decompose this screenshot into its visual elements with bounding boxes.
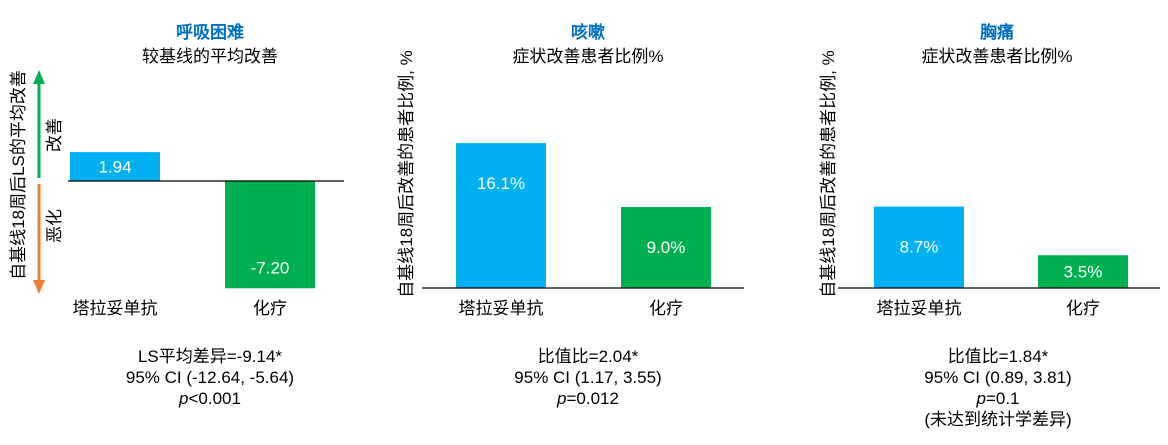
data-label-2: 9.0% bbox=[647, 238, 686, 257]
stats-p: p<0.001 bbox=[40, 388, 380, 409]
data-label-2: -7.20 bbox=[251, 258, 290, 277]
y-axis-label: 自基线18周后改善的患者比例, % bbox=[819, 50, 838, 297]
category-label-2: 化疗 bbox=[253, 299, 287, 318]
stats-cough: 比值比=2.04* 95% CI (1.17, 3.55) p=0.012 bbox=[418, 346, 758, 409]
chart-title: 胸痛 bbox=[980, 22, 1014, 42]
p-value: <0.001 bbox=[188, 389, 241, 408]
category-label-2: 化疗 bbox=[649, 299, 683, 318]
improve-label: 改善 bbox=[45, 118, 64, 152]
stats-line1: LS平均差异=-9.14* bbox=[137, 347, 283, 366]
bar-2 bbox=[621, 207, 711, 288]
data-label-2: 3.5% bbox=[1064, 263, 1103, 282]
category-label-2: 化疗 bbox=[1066, 299, 1100, 318]
worsen-arrow-head bbox=[33, 280, 45, 294]
worsen-label: 恶化 bbox=[45, 209, 64, 243]
p-value: =0.1 bbox=[985, 389, 1020, 408]
stats-ci: 95% CI (-12.64, -5.64) bbox=[125, 368, 295, 387]
data-label-1: 8.7% bbox=[900, 238, 939, 257]
category-label-1: 塔拉妥单抗 bbox=[73, 299, 158, 318]
data-label-1: 1.94 bbox=[98, 158, 131, 177]
stats-ci: 95% CI (1.17, 3.55) bbox=[514, 368, 662, 387]
p-value: =0.012 bbox=[566, 389, 619, 408]
bar-2 bbox=[1038, 255, 1128, 288]
bar-1 bbox=[874, 206, 964, 288]
data-label-1: 16.1% bbox=[477, 174, 525, 193]
stats-line1: 比值比=1.84* bbox=[947, 347, 1049, 366]
stats-ci: 95% CI (0.89, 3.81) bbox=[924, 368, 1072, 387]
chart-title: 呼吸困难 bbox=[176, 22, 244, 42]
category-label-1: 塔拉妥单抗 bbox=[877, 299, 962, 318]
chart-subtitle: 症状改善患者比例% bbox=[921, 47, 1072, 66]
y-axis-label: 自基线18周后改善的患者比例, % bbox=[397, 50, 416, 297]
stats-dyspnea: LS平均差异=-9.14* 95% CI (-12.64, -5.64) p<0… bbox=[40, 346, 380, 409]
stats-p: p=0.1 bbox=[828, 388, 1168, 409]
p-symbol: p bbox=[557, 389, 567, 408]
p-symbol: p bbox=[179, 389, 189, 408]
bar-1 bbox=[456, 143, 546, 288]
p-symbol: p bbox=[976, 389, 986, 408]
bar-1 bbox=[70, 152, 160, 181]
stats-line1: 比值比=2.04* bbox=[537, 347, 639, 366]
chart-subtitle: 症状改善患者比例% bbox=[512, 47, 663, 66]
stats-note: (未达到统计学差异) bbox=[924, 410, 1072, 429]
bar-2 bbox=[225, 181, 315, 289]
improve-arrow-head bbox=[33, 70, 45, 84]
category-label-1: 塔拉妥单抗 bbox=[459, 299, 544, 318]
y-axis-label: 自基线18周后LS的平均改善 bbox=[9, 70, 28, 280]
chart-subtitle: 较基线的平均改善 bbox=[142, 47, 278, 66]
stats-p: p=0.012 bbox=[418, 388, 758, 409]
chart-title: 咳嗽 bbox=[571, 22, 605, 42]
stats-chest-pain: 比值比=1.84* 95% CI (0.89, 3.81) p=0.1 (未达到… bbox=[828, 346, 1168, 430]
